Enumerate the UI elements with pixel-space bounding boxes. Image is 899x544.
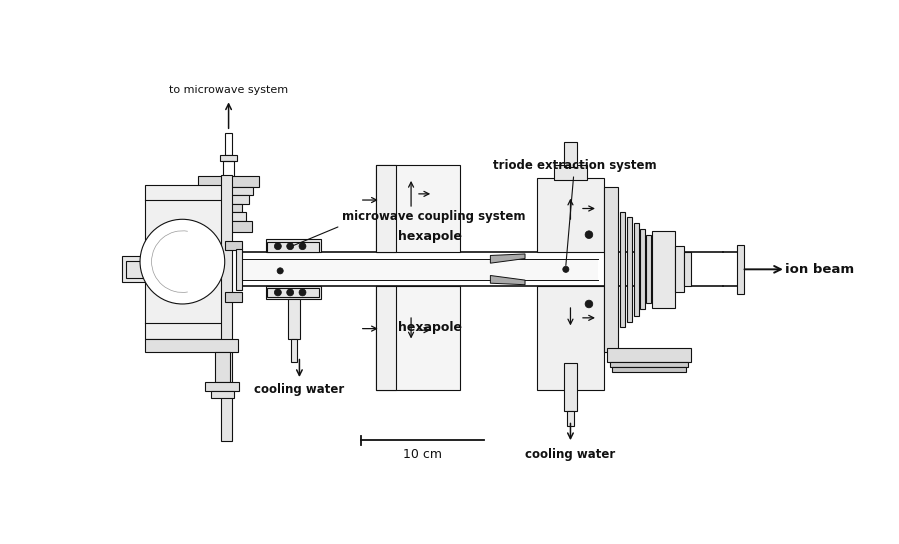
Bar bbox=[684, 252, 690, 286]
Bar bbox=[225, 293, 242, 302]
Bar bbox=[537, 178, 604, 252]
Bar bbox=[619, 212, 625, 327]
Polygon shape bbox=[490, 254, 525, 263]
Text: to microwave system: to microwave system bbox=[169, 84, 289, 95]
Bar bbox=[291, 338, 297, 362]
Bar bbox=[288, 299, 300, 338]
Circle shape bbox=[277, 268, 283, 274]
Bar bbox=[612, 367, 686, 372]
Bar bbox=[240, 258, 598, 280]
Bar bbox=[122, 256, 147, 282]
Text: 10 cm: 10 cm bbox=[403, 448, 442, 461]
Circle shape bbox=[140, 219, 225, 304]
Bar bbox=[675, 246, 684, 293]
Circle shape bbox=[585, 231, 592, 238]
Bar bbox=[634, 223, 639, 316]
Bar bbox=[126, 261, 143, 278]
Bar bbox=[215, 204, 243, 212]
Bar bbox=[610, 362, 689, 367]
Bar bbox=[377, 286, 459, 390]
Bar bbox=[537, 286, 604, 390]
Circle shape bbox=[287, 243, 294, 250]
Bar bbox=[608, 348, 690, 362]
Bar bbox=[225, 241, 242, 250]
Bar bbox=[267, 242, 319, 252]
Text: ion beam: ion beam bbox=[785, 263, 854, 276]
Bar bbox=[265, 238, 321, 252]
Circle shape bbox=[563, 266, 569, 273]
Bar bbox=[645, 236, 651, 303]
Circle shape bbox=[274, 289, 281, 296]
Bar bbox=[211, 391, 234, 398]
Circle shape bbox=[274, 243, 281, 250]
Bar bbox=[627, 217, 632, 322]
Circle shape bbox=[585, 300, 592, 308]
Bar bbox=[211, 212, 245, 221]
Bar bbox=[566, 411, 574, 426]
Bar bbox=[377, 286, 396, 390]
Bar bbox=[220, 154, 237, 161]
Bar bbox=[377, 165, 396, 252]
Bar bbox=[225, 133, 233, 154]
Circle shape bbox=[287, 289, 294, 296]
Bar bbox=[640, 229, 645, 310]
Bar bbox=[564, 143, 577, 167]
Bar bbox=[265, 286, 321, 299]
Circle shape bbox=[299, 243, 306, 250]
Bar bbox=[377, 165, 459, 252]
Bar bbox=[206, 221, 252, 232]
Bar bbox=[223, 161, 234, 176]
Bar bbox=[215, 353, 230, 382]
Bar bbox=[236, 249, 243, 290]
Text: hexapole: hexapole bbox=[398, 230, 462, 243]
Text: cooling water: cooling water bbox=[525, 448, 616, 461]
Bar bbox=[652, 231, 675, 308]
Text: microwave coupling system: microwave coupling system bbox=[342, 210, 525, 223]
Text: hexapole: hexapole bbox=[398, 320, 462, 333]
Polygon shape bbox=[490, 275, 525, 285]
Circle shape bbox=[299, 289, 306, 296]
Bar bbox=[209, 195, 249, 204]
Bar bbox=[604, 187, 619, 352]
Bar bbox=[146, 184, 227, 338]
Bar bbox=[565, 363, 576, 411]
Bar bbox=[221, 175, 233, 441]
Bar bbox=[737, 245, 744, 294]
Text: triode extraction system: triode extraction system bbox=[494, 158, 657, 171]
Bar bbox=[204, 187, 254, 195]
Bar bbox=[267, 288, 319, 297]
Bar bbox=[146, 338, 238, 353]
Bar bbox=[554, 165, 587, 180]
Text: cooling water: cooling water bbox=[254, 384, 344, 396]
Bar bbox=[206, 382, 239, 391]
Bar bbox=[198, 176, 260, 187]
